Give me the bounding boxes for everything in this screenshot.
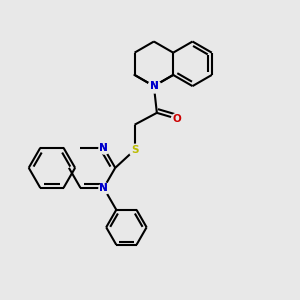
Text: N: N <box>149 81 158 91</box>
Text: N: N <box>99 143 108 153</box>
Text: N: N <box>99 183 108 193</box>
Text: O: O <box>173 114 182 124</box>
Text: N: N <box>99 143 108 153</box>
Text: N: N <box>99 183 108 193</box>
Text: N: N <box>149 81 158 91</box>
Text: S: S <box>131 145 138 155</box>
